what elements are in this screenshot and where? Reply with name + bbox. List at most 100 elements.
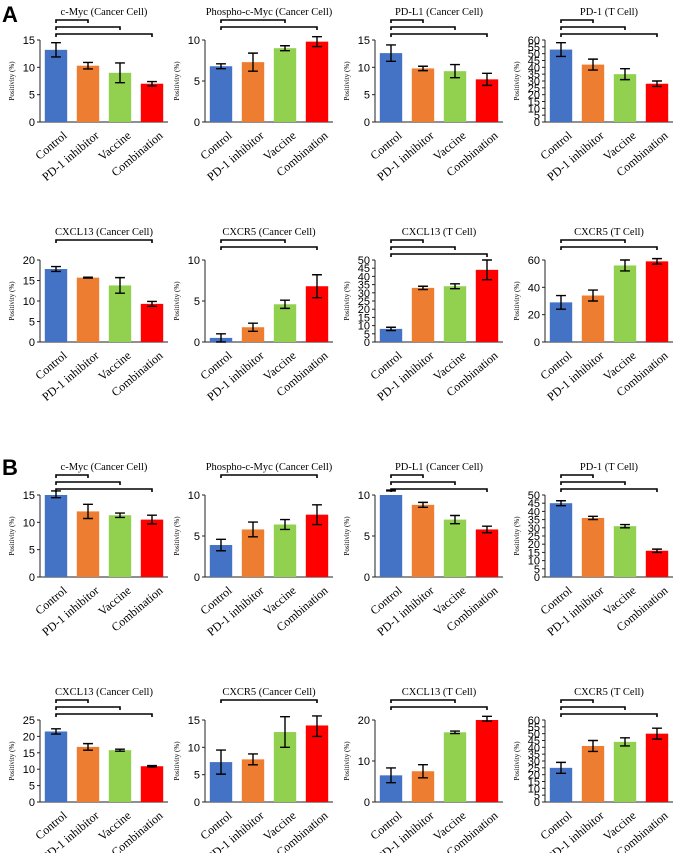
error-bar	[482, 72, 492, 87]
y-tick-label: 20	[358, 715, 370, 727]
bar-combination	[645, 83, 669, 122]
significance-bracket	[560, 488, 658, 492]
error-bar	[588, 58, 598, 71]
bar-control	[549, 767, 573, 802]
significance-bracket	[220, 19, 286, 23]
y-tick-label: 10	[23, 296, 35, 308]
y-tick-label: 0	[194, 337, 200, 349]
y-tick-label: 5	[29, 317, 35, 329]
y-tick-label: 5	[364, 329, 370, 341]
significance-bracket	[55, 699, 89, 703]
error-bar	[556, 42, 566, 58]
y-tick-label: 30	[358, 288, 370, 300]
bar-combination	[475, 79, 499, 122]
error-bar	[556, 761, 566, 774]
error-bar	[418, 501, 428, 508]
chart-title: c-Myc (Cancer Cell)	[61, 7, 148, 18]
error-bar	[620, 523, 630, 529]
bar-pd-1-inhibitor	[411, 504, 435, 577]
bar-vaccine	[108, 285, 132, 342]
bar-control	[44, 269, 68, 342]
error-bar	[620, 68, 630, 81]
bar-combination	[140, 83, 164, 122]
error-bar	[115, 748, 125, 752]
y-tick-label: 5	[534, 564, 540, 576]
chart-8: CXCR5 (T Cell)Positivity (%)0204060Contr…	[513, 227, 673, 404]
bar-pd-1-inhibitor	[411, 771, 435, 802]
bar-combination	[645, 733, 669, 802]
chart-11: PD-L1 (Cancer Cell)Positivity (%)0510Con…	[343, 462, 503, 639]
error-bar	[216, 749, 226, 775]
y-tick-label: 40	[528, 506, 540, 518]
y-tick-label: 0	[364, 572, 370, 584]
y-tick-label: 5	[534, 110, 540, 122]
error-bar	[482, 259, 492, 281]
error-bar	[450, 514, 460, 525]
y-tick-label: 10	[188, 35, 200, 47]
significance-bracket	[390, 481, 456, 485]
bar-pd-1-inhibitor	[241, 327, 265, 342]
error-bar	[418, 285, 428, 291]
error-bar	[386, 44, 396, 63]
chart-10: Phospho-c-Myc (Cancer Cell) Positivity (%…	[173, 462, 333, 639]
y-tick-label: 10	[528, 783, 540, 795]
error-bar	[248, 52, 258, 72]
y-tick-label: 25	[528, 763, 540, 775]
error-bar	[588, 289, 598, 302]
significance-bracket	[220, 699, 318, 703]
y-tick-label: 5	[194, 296, 200, 308]
bar-control	[209, 545, 233, 577]
chart-title: c-Myc (Cancer Cell)	[61, 462, 148, 473]
error-bar	[620, 737, 630, 747]
y-tick-label: 25	[358, 296, 370, 308]
y-tick-label: 5	[194, 531, 200, 543]
error-bar	[83, 503, 93, 520]
y-tick-label: 45	[358, 263, 370, 275]
y-tick-label: 15	[358, 35, 370, 47]
error-bar	[588, 739, 598, 753]
y-tick-label: 0	[29, 337, 35, 349]
significance-bracket	[55, 33, 153, 37]
error-bar	[280, 45, 290, 52]
significance-bracket	[560, 699, 594, 703]
significance-bracket	[220, 239, 286, 243]
error-bar	[248, 521, 258, 538]
y-tick-label: 10	[358, 756, 370, 768]
bar-vaccine	[613, 74, 637, 122]
y-tick-label: 25	[528, 83, 540, 95]
error-bar	[51, 728, 61, 735]
bar-pd-1-inhibitor	[581, 64, 605, 122]
bar-vaccine	[273, 48, 297, 123]
y-tick-label: 35	[528, 749, 540, 761]
chart-title: CXCL13 (Cancer Cell)	[55, 227, 153, 238]
y-tick-label: 20	[528, 90, 540, 102]
bar-vaccine	[613, 741, 637, 802]
y-axis-label: Positivity (%)	[343, 61, 351, 101]
error-bar	[115, 512, 125, 519]
significance-bracket	[390, 239, 424, 243]
significance-bracket	[390, 246, 456, 250]
error-bar	[588, 515, 598, 521]
y-tick-label: 15	[23, 490, 35, 502]
significance-bracket	[560, 706, 626, 710]
y-tick-label: 35	[528, 69, 540, 81]
significance-bracket	[390, 474, 424, 478]
y-tick-label: 15	[188, 715, 200, 727]
y-tick-label: 5	[194, 770, 200, 782]
significance-bracket	[560, 26, 626, 30]
chart-title: CXCL13 (T Cell)	[402, 687, 477, 698]
error-bar	[216, 333, 226, 343]
bar-vaccine	[443, 519, 467, 577]
bar-combination	[140, 766, 164, 802]
significance-bracket	[390, 253, 488, 257]
chart-title: CXCR5 (Cancer Cell)	[222, 227, 316, 238]
bar-control	[379, 328, 403, 342]
significance-bracket	[560, 33, 658, 37]
chart-title: PD-1 (T Cell)	[580, 7, 639, 18]
y-tick-label: 20	[528, 310, 540, 322]
chart-15: CXCL13 (T Cell)Positivity (%)01020Contro…	[343, 687, 503, 853]
error-bar	[83, 742, 93, 751]
bar-combination	[645, 261, 669, 342]
y-axis-label: Positivity (%)	[343, 516, 351, 556]
y-tick-label: 40	[528, 62, 540, 74]
